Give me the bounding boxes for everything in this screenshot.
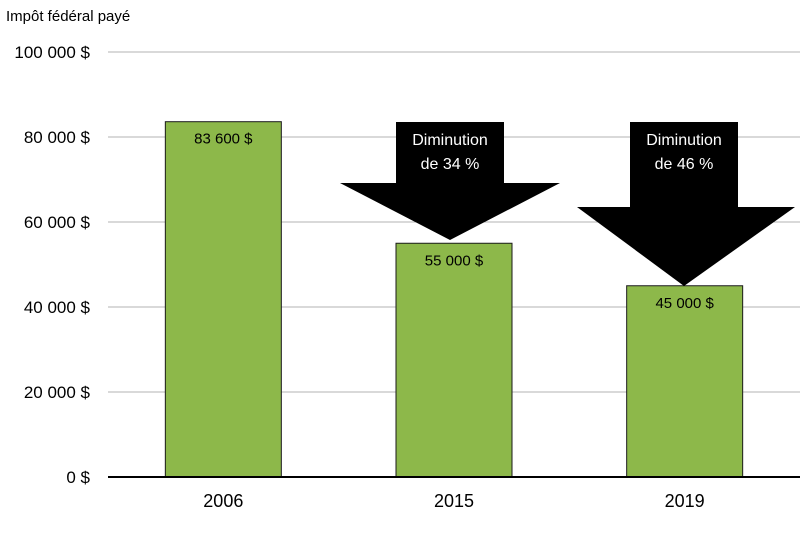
bar-2006 (164, 121, 282, 478)
data-label: 55 000 $ (425, 252, 484, 269)
decrease-arrow-2019: Diminution de 46 % (577, 122, 795, 286)
x-tick-label: 2006 (203, 491, 243, 511)
annotations: Diminution de 34 % Diminution de 46 % (340, 122, 795, 286)
y-tick-label: 0 $ (66, 468, 90, 487)
decrease-arrow-2015: Diminution de 34 % (340, 122, 560, 240)
y-tick-label: 40 000 $ (24, 298, 91, 317)
x-axis: 2006 2015 2019 (203, 491, 704, 511)
annotation-text: Diminution (412, 132, 488, 149)
bar-2019 (626, 285, 744, 478)
y-axis: 0 $ 20 000 $ 40 000 $ 60 000 $ 80 000 $ 100 0… (14, 43, 90, 487)
x-tick-label: 2015 (434, 491, 474, 511)
data-label: 45 000 $ (655, 295, 714, 312)
y-tick-label: 100 000 $ (14, 43, 90, 62)
down-arrow-icon (340, 122, 560, 240)
y-tick-label: 20 000 $ (24, 383, 91, 402)
bars: 83 600 $ 55 000 $ 45 000 $ (164, 121, 744, 478)
x-tick-label: 2019 (665, 491, 705, 511)
annotation-text: de 46 % (655, 156, 714, 173)
data-label: 83 600 $ (194, 131, 253, 148)
bar-2015 (395, 242, 513, 478)
y-tick-label: 80 000 $ (24, 128, 91, 147)
annotation-text: de 34 % (421, 156, 480, 173)
down-arrow-icon (577, 122, 795, 286)
y-tick-label: 60 000 $ (24, 213, 91, 232)
y-axis-title: Impôt fédéral payé (6, 8, 130, 25)
annotation-text: Diminution (646, 132, 722, 149)
